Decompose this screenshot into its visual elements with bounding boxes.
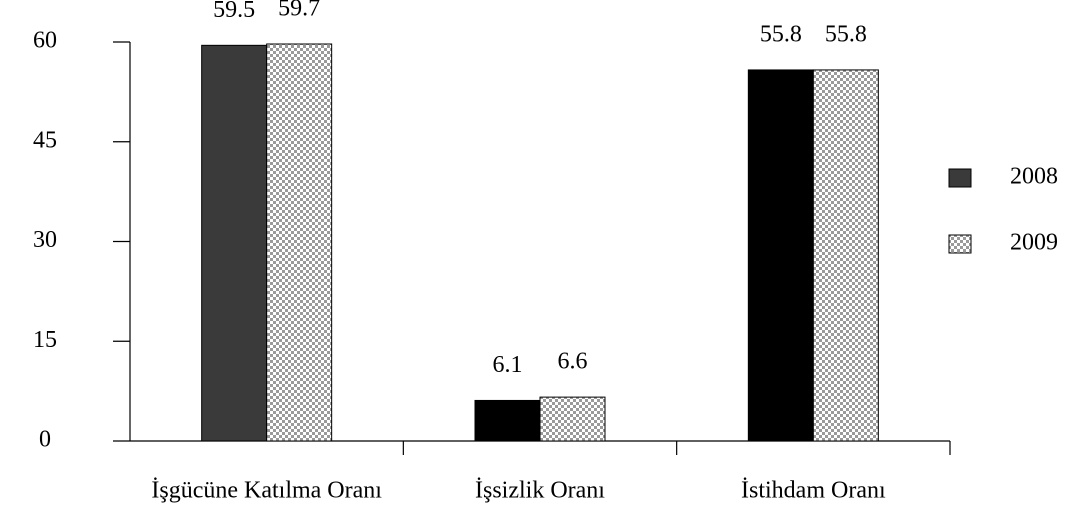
value-label: 55.8: [825, 21, 867, 47]
value-label: 6.1: [493, 352, 523, 378]
x-tick-label: İşgücüne Katılma Oranı: [151, 478, 382, 504]
legend-swatch: [948, 168, 972, 188]
legend-label: 2008: [1010, 164, 1058, 190]
legend-swatch: [948, 234, 972, 254]
y-tick-label: 15: [33, 327, 57, 353]
y-tick-label: 0: [39, 427, 51, 453]
value-label: 6.6: [558, 349, 588, 375]
x-tick-label: İşsizlik Oranı: [475, 478, 605, 504]
bar: [812, 69, 879, 442]
value-label: 55.8: [760, 21, 802, 47]
bar: [201, 44, 268, 442]
bar: [747, 69, 814, 442]
y-tick-label: 45: [33, 127, 57, 153]
bar: [474, 399, 541, 442]
value-label: 59.5: [213, 0, 255, 23]
x-tick-label: İstihdam Oranı: [741, 478, 886, 504]
value-label: 59.7: [278, 0, 320, 22]
y-tick-label: 60: [33, 28, 57, 54]
bar: [266, 43, 333, 442]
y-tick-label: 30: [33, 227, 57, 253]
legend-label: 2009: [1010, 230, 1058, 256]
bar: [539, 396, 606, 442]
